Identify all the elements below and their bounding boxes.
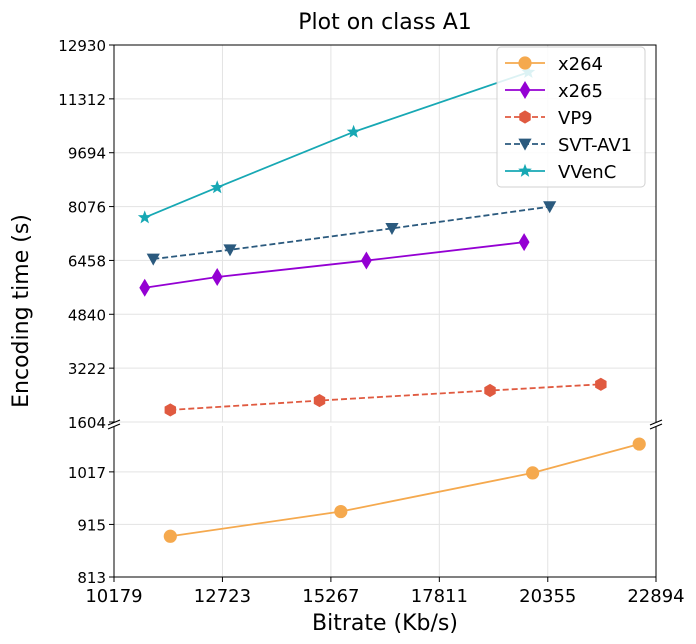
legend-item-svt-av1: SVT-AV1 [505, 135, 632, 156]
series-x264 [163, 437, 646, 543]
data-point [163, 529, 177, 543]
x-tick-label: 10179 [85, 586, 142, 607]
series-line [170, 443, 640, 538]
legend: x264 x265 VP9 SVT-AV1 VVenC [496, 46, 646, 188]
series-svt-av1 [146, 201, 557, 266]
data-point [595, 377, 607, 391]
y-tick-label-upper: 11312 [58, 91, 106, 109]
y-tick-label-upper: 3222 [68, 360, 106, 378]
data-point [632, 437, 646, 451]
lower-panel-frame [113, 426, 657, 578]
x-tick-label: 22894 [627, 586, 684, 607]
series-vp9 [164, 377, 607, 417]
y-tick-label-lower: 915 [77, 516, 106, 534]
data-point [360, 251, 372, 270]
data-point [385, 223, 399, 236]
legend-marker [519, 81, 531, 99]
x-tick-label: 12723 [194, 586, 251, 607]
legend-label: VP9 [558, 108, 593, 129]
y-tick-label-upper: 9694 [68, 145, 106, 163]
data-point [223, 244, 237, 257]
data-point [210, 180, 225, 194]
legend-label: SVT-AV1 [558, 135, 632, 156]
data-point [164, 403, 177, 417]
series-vvenc [137, 65, 536, 224]
legend-item-vvenc: VVenC [505, 162, 616, 183]
axis-break-mark [649, 419, 663, 426]
legend-label: x265 [558, 81, 603, 102]
data-point [518, 233, 530, 252]
series-x265 [139, 233, 530, 297]
legend-marker [519, 110, 531, 124]
legend-marker [518, 138, 532, 151]
data-point [346, 124, 361, 138]
axes: 10179 12723 15267 17811 20355 22894 1604 3222 48… [58, 37, 684, 607]
data-point [334, 504, 348, 519]
data-point [484, 383, 496, 398]
y-tick-label-lower: 813 [77, 569, 106, 587]
axis-break-mark [107, 423, 121, 430]
y-axis-label: Encoding time (s) [9, 214, 34, 408]
x-tick-label: 20355 [519, 586, 576, 607]
y-tick-label-upper: 12930 [58, 37, 106, 55]
y-tick-label-lower: 1017 [68, 464, 106, 482]
series-line [144, 241, 525, 289]
series-line [153, 205, 550, 260]
legend-item-x265: x265 [505, 81, 603, 102]
legend-item-x264: x264 [505, 54, 603, 75]
legend-label: VVenC [558, 162, 616, 183]
data-point [543, 201, 557, 214]
legend-marker [518, 163, 532, 177]
data-point [137, 210, 152, 224]
series-line [144, 71, 529, 219]
data-point [211, 268, 223, 287]
data-point [526, 466, 540, 480]
legend-label: x264 [558, 54, 603, 75]
y-tick-label-upper: 4840 [68, 306, 106, 324]
axis-break-mark [107, 419, 121, 426]
data-point [313, 393, 326, 408]
data-point [146, 253, 160, 266]
x-axis-label: Bitrate (Kb/s) [312, 611, 458, 636]
y-tick-label-upper: 8076 [68, 199, 106, 217]
legend-marker [518, 56, 532, 70]
axis-break-mark [649, 423, 663, 430]
y-tick-label-upper: 1604 [68, 414, 106, 432]
chart-title: Plot on class A1 [298, 10, 472, 35]
x-tick-label: 17811 [411, 586, 468, 607]
legend-box [496, 46, 646, 188]
y-tick-label-upper: 6458 [68, 252, 106, 270]
upper-panel-frame [113, 44, 657, 422]
series-layer [137, 65, 646, 543]
legend-item-vp9: VP9 [505, 108, 593, 129]
x-tick-label: 15267 [302, 586, 359, 607]
series-line [170, 383, 601, 411]
data-point [139, 278, 151, 297]
